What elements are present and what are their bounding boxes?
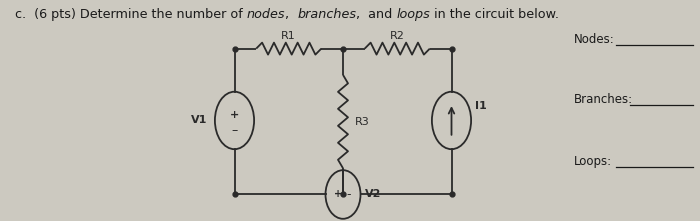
Text: Branches:: Branches: bbox=[574, 93, 633, 106]
Text: ,  and: , and bbox=[356, 8, 397, 21]
Text: R3: R3 bbox=[355, 116, 370, 127]
Text: branches: branches bbox=[298, 8, 356, 21]
Text: -: - bbox=[346, 188, 351, 201]
Text: +: + bbox=[230, 110, 239, 120]
Text: Loops:: Loops: bbox=[574, 155, 612, 168]
Text: c.  (6 pts) Determine the number of: c. (6 pts) Determine the number of bbox=[15, 8, 246, 21]
Text: nodes: nodes bbox=[246, 8, 286, 21]
Text: +: + bbox=[334, 189, 342, 200]
Text: –: – bbox=[232, 124, 237, 137]
Text: in the circuit below.: in the circuit below. bbox=[430, 8, 559, 21]
Text: R1: R1 bbox=[281, 31, 296, 41]
Text: R2: R2 bbox=[390, 31, 405, 41]
Text: V2: V2 bbox=[365, 189, 381, 200]
Text: Nodes:: Nodes: bbox=[574, 33, 615, 46]
Text: V1: V1 bbox=[190, 115, 207, 126]
Text: loops: loops bbox=[397, 8, 430, 21]
Text: ,: , bbox=[286, 8, 298, 21]
Text: I1: I1 bbox=[475, 101, 487, 111]
